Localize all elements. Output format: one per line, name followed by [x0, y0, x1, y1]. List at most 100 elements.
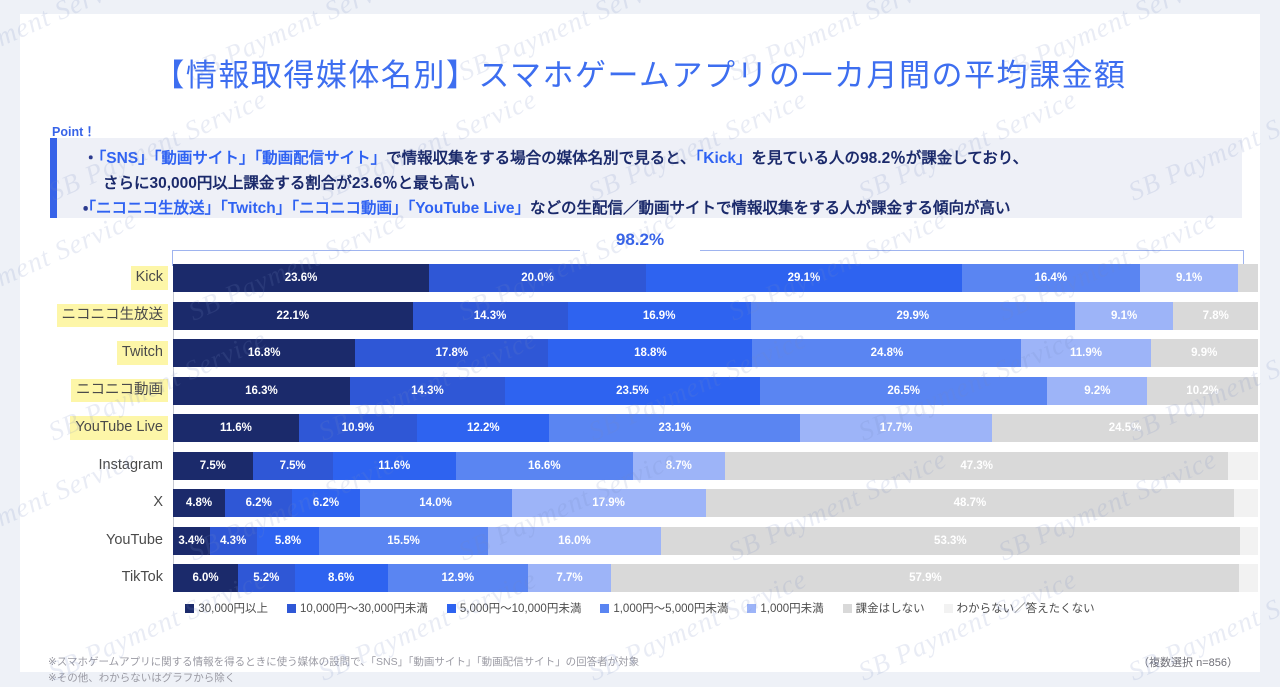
bar-segment: [1228, 451, 1258, 480]
bar-segment: [1238, 264, 1258, 292]
legend-label: 30,000円以上: [198, 603, 269, 615]
chart-row: TikTok 6.0% 5.2% 8.6% 12.9% 7.7% 57.9%: [50, 564, 1258, 592]
bar-segment: 16.9%: [567, 301, 751, 330]
bar-segment: 3.4%: [173, 526, 210, 555]
bar-segment: 26.5%: [759, 376, 1048, 405]
bar-segment: 11.6%: [173, 414, 299, 442]
bar-segment: 16.6%: [455, 451, 633, 480]
footnote-line-2: ※その他、わからないはグラフから除く: [48, 672, 236, 685]
bar-segment: 23.6%: [173, 264, 430, 292]
legend-swatch-icon: [446, 603, 456, 613]
annotation-value: 98.2%: [615, 230, 665, 249]
legend-item-4: 1,000円未満: [747, 600, 824, 616]
sample-size: （複数選択 n=856）: [1138, 657, 1238, 669]
point-line-2: さらに30,000円以上課金する割合が23.6％と最も高い: [103, 171, 475, 193]
bar-segment: 14.0%: [359, 489, 512, 517]
footnote: ※スマホゲームアプリに関する情報を得るときに使う媒体の設問で、「SNS」「動画サ…: [48, 654, 639, 687]
point-box: ・「SNS」「動画サイト」「動画配信サイト」で情報収集をする場合の媒体名別で見る…: [50, 138, 1242, 218]
bar-segment: 16.0%: [487, 526, 662, 555]
bar-track: 11.6% 10.9% 12.2% 23.1% 17.7% 24.5%: [173, 414, 1258, 442]
bar-segment: [1239, 564, 1258, 592]
bar-segment: 8.7%: [632, 451, 726, 480]
bar-segment: 29.9%: [750, 301, 1075, 330]
chart-row: YouTube 3.4% 4.3% 5.8% 15.5% 16.0% 53.3%: [50, 526, 1258, 555]
category-label-text: ニコニコ動画: [71, 378, 168, 403]
category-label-text: Instagram: [98, 456, 163, 473]
bar-segment: [1234, 489, 1258, 517]
legend-swatch-icon: [747, 603, 757, 613]
bar-segment: 6.2%: [225, 489, 293, 517]
point-emphasis-2: 「Kick」: [695, 150, 752, 167]
bar-track: 6.0% 5.2% 8.6% 12.9% 7.7% 57.9%: [173, 564, 1258, 592]
legend-label: 1,000円未満: [760, 603, 824, 615]
annotation-bracket-gap: [580, 244, 700, 260]
category-label-text: TikTok: [121, 569, 163, 586]
bar-segment: 47.3%: [725, 451, 1229, 480]
legend-label: 1,000円〜5,000円未満: [613, 603, 729, 615]
category-label-text: ニコニコ生放送: [56, 303, 168, 328]
footnote-line-1: ※スマホゲームアプリに関する情報を得るときに使う媒体の設問で、「SNS」「動画サ…: [48, 656, 640, 668]
bar-segment: 9.2%: [1047, 376, 1148, 405]
bar-segment: 6.0%: [173, 564, 239, 592]
legend-swatch-icon: [600, 603, 610, 613]
bar-segment: 7.8%: [1173, 301, 1258, 330]
bar-segment: 29.1%: [646, 264, 962, 292]
bar-segment: 7.5%: [252, 451, 333, 480]
bar-segment: 7.5%: [173, 451, 253, 480]
point-emphasis-3: 「ニコニコ生放送」「Twitch」「ニコニコ動画」「YouTube Live」: [88, 200, 531, 217]
category-label-4: YouTube Live: [50, 415, 168, 441]
legend-label: 5,000円〜10,000円未満: [459, 603, 582, 615]
bar-segment: 8.6%: [294, 564, 388, 592]
bar-segment: 16.3%: [173, 376, 350, 405]
point-text-1: で情報収集をする場合の媒体名別で見ると、: [386, 150, 696, 167]
stacked-bar-chart: Kick 23.6% 20.0% 29.1% 16.4% 9.1% ニコニコ生放送 22.1%…: [50, 264, 1258, 592]
legend-swatch-icon: [287, 603, 297, 613]
bar-segment: 4.8%: [173, 489, 226, 517]
category-label-7: YouTube: [50, 528, 168, 554]
bar-track: 7.5% 7.5% 11.6% 16.6% 8.7% 47.3%: [173, 451, 1258, 480]
point-text-4: などの生配信／動画サイトで情報収集をする人が課金する傾向が高い: [530, 200, 1011, 217]
chart-row: Instagram 7.5% 7.5% 11.6% 16.6% 8.7% 47.3%: [50, 451, 1258, 480]
chart-row: X 4.8% 6.2% 6.2% 14.0% 17.9% 48.7%: [50, 489, 1258, 517]
bar-segment: 7.7%: [527, 564, 612, 592]
chart-row: Twitch 16.8% 17.8% 18.8% 24.8% 11.9% 9.9%: [50, 339, 1258, 367]
legend-item-1: 10,000円〜30,000円未満: [287, 600, 428, 616]
bar-segment: 5.8%: [256, 526, 320, 555]
bar-segment: 5.2%: [238, 564, 295, 592]
category-label-text: Twitch: [116, 341, 168, 365]
bar-segment: 9.1%: [1139, 264, 1239, 292]
legend-swatch-icon: [943, 603, 953, 613]
bar-segment: 23.1%: [549, 414, 801, 442]
bar-segment: 6.2%: [292, 489, 360, 517]
bar-segment: 4.3%: [209, 526, 257, 555]
category-label-6: X: [50, 490, 168, 516]
bar-segment: [1239, 526, 1258, 555]
bar-segment: 10.9%: [298, 414, 418, 442]
bar-segment: 17.8%: [355, 339, 549, 367]
category-label-text: Kick: [130, 266, 168, 290]
page-title: 【情報取得媒体名別】スマホゲームアプリの一カ月間の平均課金額: [153, 58, 1127, 93]
legend-label: 10,000円〜30,000円未満: [300, 603, 428, 615]
annotation-bracket: [172, 250, 1244, 266]
bar-segment: 23.5%: [504, 376, 760, 405]
point-bullet-1: ・: [83, 150, 99, 167]
bar-segment: 57.9%: [611, 564, 1240, 592]
point-line-3: ・「ニコニコ生放送」「Twitch」「ニコニコ動画」「YouTube Live」…: [83, 196, 1011, 218]
chart-legend: 30,000円以上 10,000円〜30,000円未満 5,000円〜10,000円…: [20, 600, 1260, 616]
legend-item-2: 5,000円〜10,000円未満: [446, 600, 582, 616]
legend-swatch-icon: [185, 603, 195, 613]
bar-segment: 16.4%: [961, 264, 1140, 292]
bar-segment: 24.5%: [992, 414, 1258, 442]
point-label: Point！: [52, 125, 96, 139]
category-label-5: Instagram: [50, 453, 168, 479]
bar-segment: 15.5%: [319, 526, 488, 555]
point-line-1: ・「SNS」「動画サイト」「動画配信サイト」で情報収集をする場合の媒体名別で見る…: [83, 146, 1028, 168]
bar-segment: 10.2%: [1147, 376, 1258, 405]
category-label-text: YouTube Live: [70, 416, 168, 440]
bar-segment: 17.7%: [800, 414, 993, 442]
bar-segment: 9.1%: [1074, 301, 1174, 330]
chart-row: Kick 23.6% 20.0% 29.1% 16.4% 9.1%: [50, 264, 1258, 292]
category-label-3: ニコニコ動画: [50, 378, 168, 404]
bar-segment: 48.7%: [705, 489, 1235, 517]
bar-segment: 17.9%: [511, 489, 706, 517]
